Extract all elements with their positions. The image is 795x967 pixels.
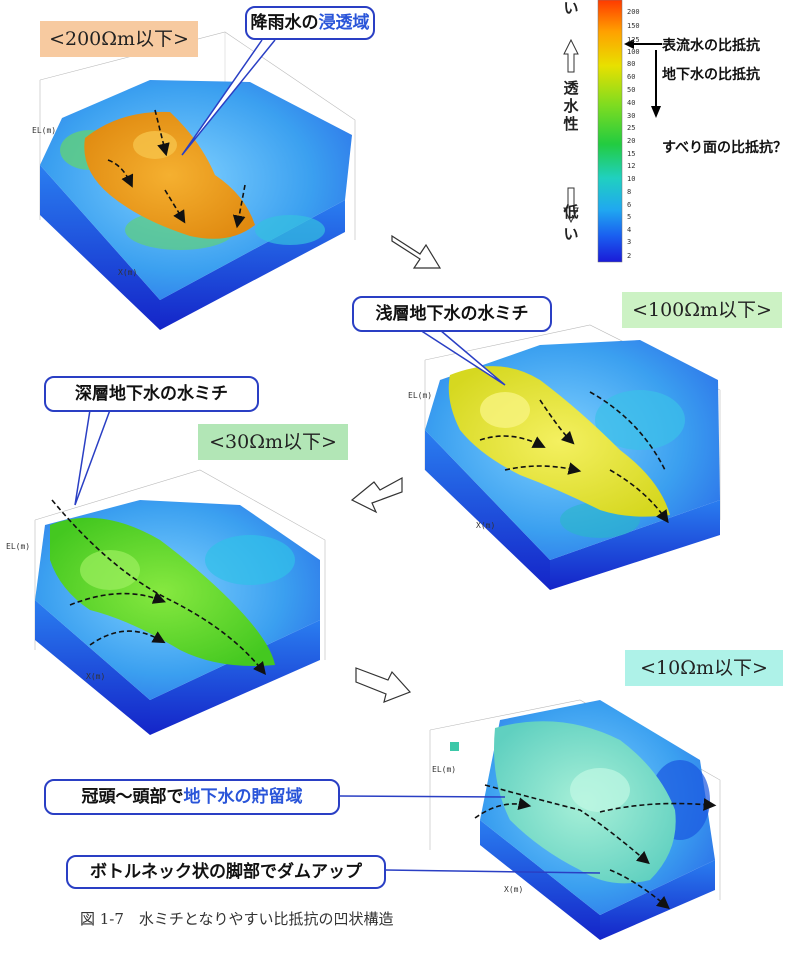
scale-tick: 4 — [627, 226, 632, 234]
callout-shallow-groundwater: 浅層地下水の水ミチ — [352, 296, 552, 332]
scale-tick: 100 — [627, 48, 640, 56]
axis-label-x-1: X(m) — [118, 268, 138, 277]
permeability-label-1: 透 — [563, 79, 579, 97]
permeability-label-2: 水 — [563, 97, 579, 115]
slip-surface-label: すべり面の比抵抗？ — [662, 140, 788, 156]
axis-label-el-4: EL(m) — [432, 765, 457, 774]
transition-arrow-3 — [355, 667, 412, 703]
scale-tick: 80 — [627, 60, 636, 68]
range-label-30: <30Ωm以下> — [198, 424, 348, 460]
figure-caption: 図 1-7 水ミチとなりやすい比抵抗の凹状構造 — [80, 910, 394, 928]
model-block-30 — [34, 409, 326, 735]
resistivity-color-scale — [597, 0, 623, 263]
transition-arrow-1 — [391, 234, 442, 269]
scale-tick: 10 — [627, 175, 636, 183]
groundwater-range-arrow — [651, 50, 661, 118]
scale-tick: 3 — [627, 238, 632, 246]
legend-high-label: い — [563, 0, 579, 17]
legend-low-label-2: い — [563, 225, 579, 243]
permeability-label-3: 性 — [563, 115, 579, 133]
axis-label-x-2: X(m) — [476, 521, 496, 530]
callout-storage-zone: 冠頭～頭部で地下水の貯留域 — [44, 779, 340, 815]
axis-label-el-2: EL(m) — [408, 391, 433, 400]
permeability-arrows — [563, 38, 579, 224]
callout-infiltration-zone: 降雨水の浸透域 — [245, 6, 375, 40]
scale-tick: 5 — [627, 213, 632, 221]
callout-bottleneck: ボトルネック状の脚部でダムアップ — [66, 855, 386, 889]
scale-tick: 6 — [627, 201, 632, 209]
model-block-10 — [339, 699, 721, 940]
scale-tick: 200 — [627, 8, 640, 16]
axis-label-x-3: X(m) — [86, 672, 106, 681]
scale-tick: 25 — [627, 124, 636, 132]
scale-tick: 2 — [627, 252, 632, 260]
scale-tick: 8 — [627, 188, 632, 196]
axis-label-el-3: EL(m) — [6, 542, 31, 551]
groundwater-label: 地下水の比抵抗 — [662, 67, 760, 83]
range-label-100: <100Ωm以下> — [622, 292, 782, 328]
scale-tick: 12 — [627, 162, 636, 170]
callout-storage-highlight: 地下水の貯留域 — [183, 787, 303, 807]
model-block-100 — [419, 324, 721, 590]
surface-water-label: 表流水の比抵抗 — [662, 38, 760, 54]
scale-tick: 20 — [627, 137, 636, 145]
callout-deep-groundwater: 深層地下水の水ミチ — [44, 376, 259, 412]
surface-water-pointer — [624, 39, 662, 49]
color-scale-ticks: 200 150 125 100 80 60 50 40 30 25 20 15 … — [625, 0, 655, 265]
callout-infiltration-prefix: 降雨水の — [250, 13, 319, 33]
scale-tick: 150 — [627, 22, 640, 30]
model-block-200 — [39, 31, 356, 330]
transition-arrow-2 — [350, 476, 403, 514]
scale-tick: 60 — [627, 73, 636, 81]
range-label-200: <200Ωm以下> — [40, 21, 198, 57]
callout-storage-prefix: 冠頭～頭部で — [81, 787, 184, 807]
scale-tick: 30 — [627, 112, 636, 120]
axis-label-x-4: X(m) — [504, 885, 524, 894]
axis-label-el-1: EL(m) — [32, 126, 57, 135]
scale-tick: 40 — [627, 99, 636, 107]
scale-tick: 125 — [627, 36, 640, 44]
range-label-10: <10Ωm以下> — [625, 650, 783, 686]
callout-infiltration-highlight: 浸透域 — [318, 13, 370, 33]
scale-tick: 50 — [627, 86, 636, 94]
scale-tick: 15 — [627, 150, 636, 158]
legend-low-label-1: 低 — [563, 203, 579, 221]
